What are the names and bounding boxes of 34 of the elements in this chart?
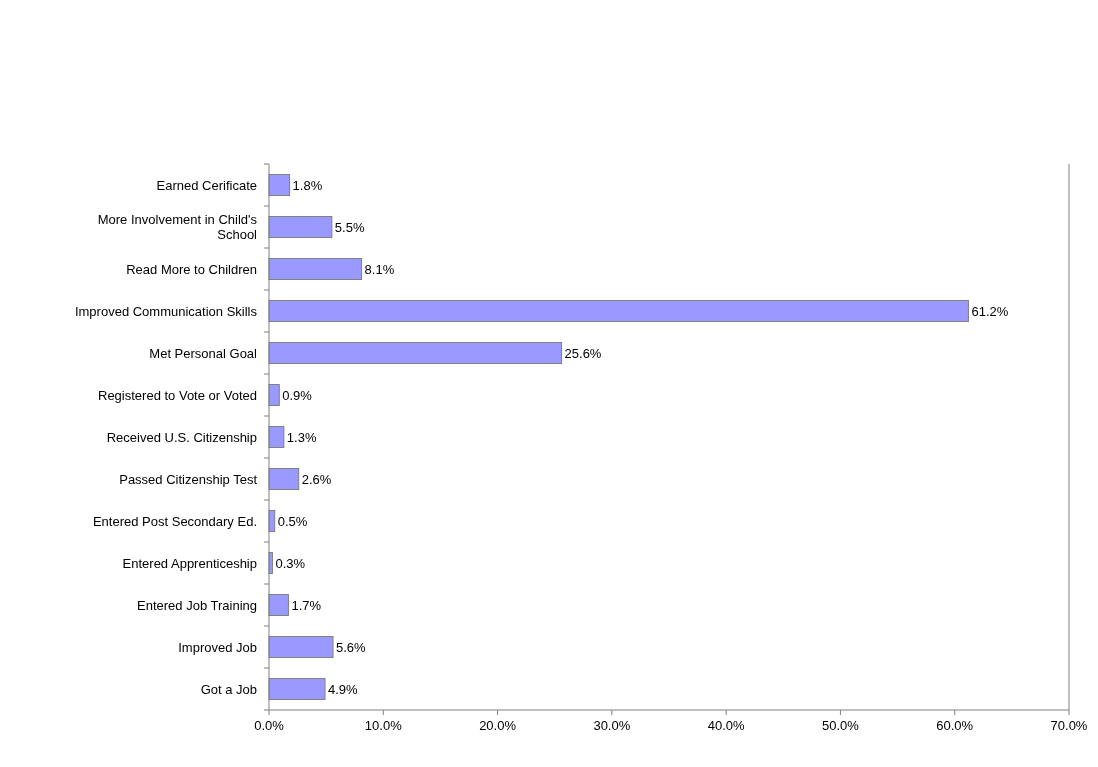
y-tick-label: Got a Job xyxy=(200,681,257,697)
data-label: 0.3% xyxy=(275,555,306,571)
data-label: 25.6% xyxy=(564,345,602,361)
data-label: 1.7% xyxy=(291,597,322,613)
x-tick-label: 10.0% xyxy=(364,718,403,733)
x-tick-label: 70.0% xyxy=(1050,718,1088,733)
x-tick-label: 50.0% xyxy=(821,718,860,733)
x-tick-label: 60.0% xyxy=(936,718,974,733)
y-tick-label: Improved Communication Skills xyxy=(74,303,258,319)
y-tick-label: Passed Citizenship Test xyxy=(119,471,258,487)
x-tick-label: 30.0% xyxy=(593,718,631,733)
data-label: 61.2% xyxy=(971,303,1009,319)
y-tick-label: Met Personal Goal xyxy=(149,345,258,361)
data-label: 8.1% xyxy=(364,261,395,277)
data-label: 1.8% xyxy=(292,177,323,193)
data-label: 1.3% xyxy=(286,429,317,445)
y-tick-label: Entered Post Secondary Ed. xyxy=(92,513,257,529)
x-tick-label: 20.0% xyxy=(479,718,517,733)
data-label: 5.5% xyxy=(334,219,365,235)
y-tick-label: Entered Apprenticeship xyxy=(122,555,257,571)
y-tick-label: Registered to Vote or Voted xyxy=(98,387,257,403)
y-tick-label: More Involvement in Child's School xyxy=(97,212,258,243)
x-tick-label: 0.0% xyxy=(254,718,285,733)
y-tick-label: Earned Cerificate xyxy=(156,177,257,193)
data-label: 2.6% xyxy=(301,471,332,487)
data-label: 0.5% xyxy=(277,513,308,529)
data-label: 4.9% xyxy=(328,681,359,697)
y-tick-label: Read More to Children xyxy=(126,261,257,277)
y-tick-label: Entered Job Training xyxy=(137,597,257,613)
y-tick-label: Improved Job xyxy=(178,639,257,655)
data-label: 5.6% xyxy=(336,639,367,655)
x-tick-label: 40.0% xyxy=(707,718,746,733)
y-tick-label: Received U.S. Citizenship xyxy=(106,429,257,445)
data-label: 0.9% xyxy=(282,387,313,403)
